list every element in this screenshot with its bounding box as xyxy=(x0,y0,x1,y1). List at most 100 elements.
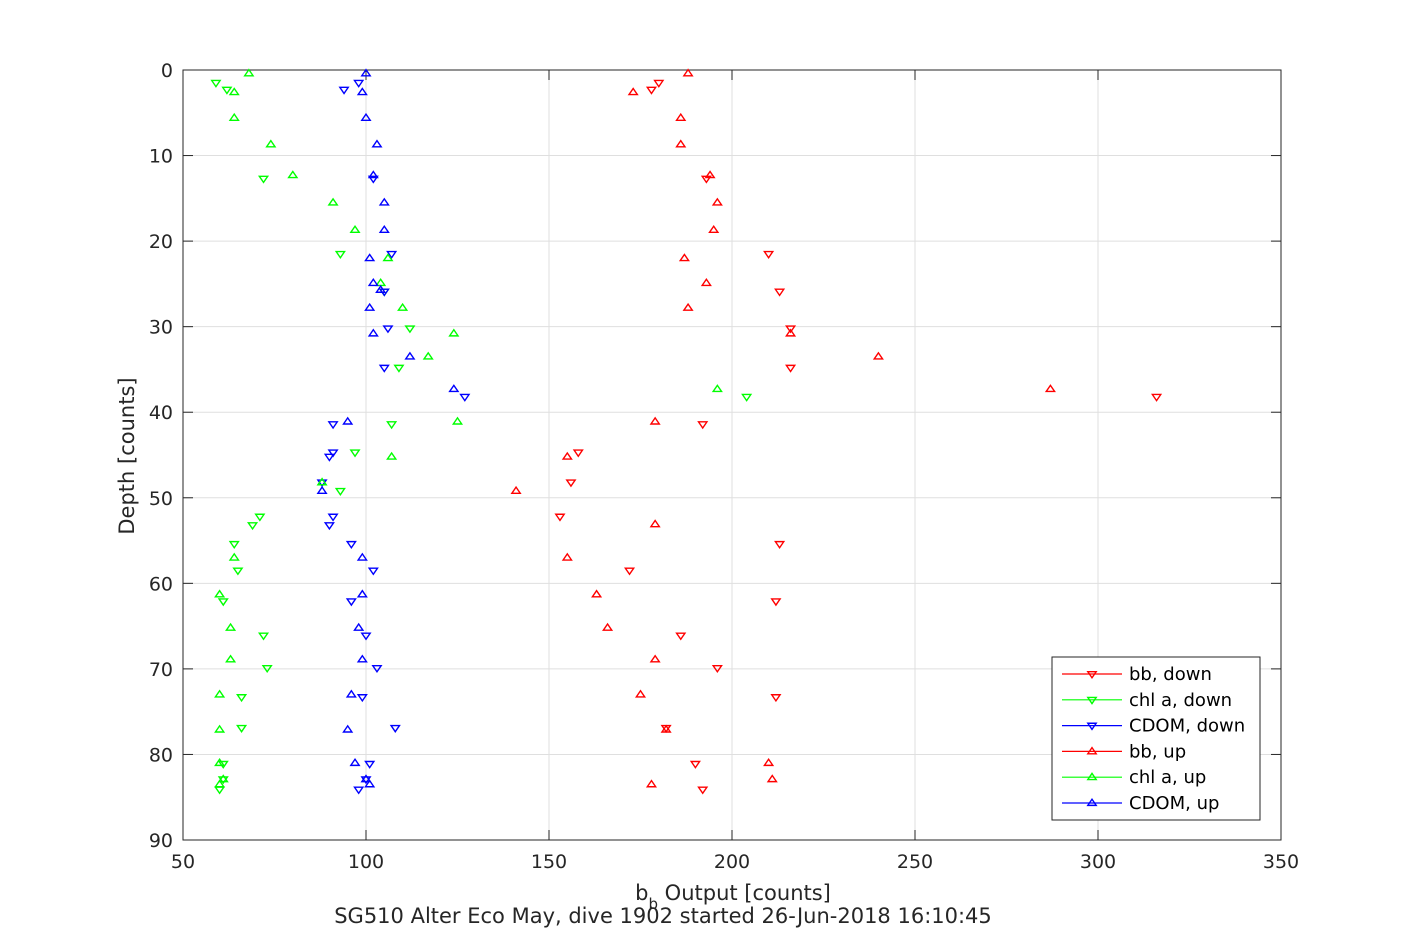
data-point xyxy=(327,449,339,458)
data-point xyxy=(367,328,379,337)
y-tick-label: 40 xyxy=(149,402,173,424)
data-point xyxy=(422,351,434,360)
data-point xyxy=(345,689,357,698)
data-point xyxy=(265,139,277,148)
series-0 xyxy=(554,79,1163,795)
legend-marker xyxy=(1086,746,1098,755)
data-point xyxy=(378,364,390,373)
data-point xyxy=(682,302,694,311)
data-point xyxy=(404,351,416,360)
data-point xyxy=(770,694,782,703)
x-tick-label: 100 xyxy=(348,851,384,873)
data-point xyxy=(360,774,372,783)
data-point xyxy=(214,757,226,767)
data-point xyxy=(334,250,346,259)
data-point xyxy=(389,724,401,733)
data-point xyxy=(228,112,240,121)
data-point xyxy=(378,197,390,206)
data-point xyxy=(382,325,394,334)
data-point xyxy=(210,79,222,88)
data-point xyxy=(356,694,368,703)
data-point xyxy=(364,779,376,788)
data-point xyxy=(711,664,723,674)
legend-label: CDOM, down xyxy=(1129,716,1245,737)
data-point xyxy=(217,774,229,783)
x-tick-label: 150 xyxy=(531,851,567,873)
x-tick-label: 350 xyxy=(1263,851,1299,873)
legend-marker xyxy=(1086,722,1098,731)
data-point xyxy=(697,421,709,430)
y-tick-label: 70 xyxy=(149,659,173,681)
data-point xyxy=(327,197,339,206)
data-point xyxy=(214,724,226,733)
y-tick-label: 20 xyxy=(149,231,173,253)
data-point xyxy=(217,598,229,607)
data-point xyxy=(214,779,226,788)
data-point xyxy=(349,757,361,767)
data-point xyxy=(774,288,786,297)
data-point xyxy=(561,552,573,561)
data-point xyxy=(254,513,266,522)
legend-label: bb, down xyxy=(1129,664,1212,685)
y-tick-label: 90 xyxy=(149,830,173,852)
data-point xyxy=(232,567,244,576)
data-point xyxy=(741,393,753,402)
legend-marker xyxy=(1086,797,1098,807)
data-point xyxy=(334,487,346,496)
data-point xyxy=(349,224,361,234)
legend-label: bb, up xyxy=(1129,741,1186,762)
data-point xyxy=(704,170,716,179)
data-point xyxy=(785,325,797,334)
data-point xyxy=(257,632,270,641)
data-point xyxy=(451,416,464,425)
data-point xyxy=(375,284,387,293)
data-point xyxy=(356,654,368,663)
data-point xyxy=(225,654,237,663)
data-point xyxy=(872,351,884,360)
data-point xyxy=(448,328,460,337)
chart-caption: SG510 Alter Eco May, dive 1902 started 2… xyxy=(334,904,992,928)
data-point xyxy=(360,776,372,785)
data-point xyxy=(649,519,661,528)
legend-item: CDOM, down xyxy=(1062,716,1245,737)
data-point xyxy=(345,598,357,607)
data-point xyxy=(1151,393,1163,402)
data-point xyxy=(364,302,376,311)
legend-label: CDOM, up xyxy=(1129,793,1219,814)
data-point xyxy=(393,364,405,373)
data-point xyxy=(378,224,390,234)
axes: 50 100 150 200 250 300 350 0 10 20 30 40 50 60 70 80 90 xyxy=(149,60,1299,873)
data-point xyxy=(649,654,661,663)
x-tick-label: 50 xyxy=(171,851,195,873)
legend-marker xyxy=(1086,696,1098,705)
data-point xyxy=(371,664,383,674)
data-point xyxy=(214,689,226,698)
data-point xyxy=(653,79,665,88)
data-point xyxy=(353,79,365,88)
y-tick-label: 50 xyxy=(149,488,173,510)
data-point xyxy=(356,589,368,598)
legend-item: chl a, up xyxy=(1062,767,1206,788)
data-point xyxy=(678,253,690,262)
x-axis-label: bb Output [counts] xyxy=(635,881,831,913)
data-point xyxy=(371,139,383,148)
data-point xyxy=(763,250,775,259)
data-point xyxy=(316,479,328,488)
data-point xyxy=(510,485,522,494)
data-point xyxy=(382,253,394,262)
data-point xyxy=(785,364,797,373)
data-point xyxy=(675,112,687,121)
legend-item: bb, up xyxy=(1062,741,1186,762)
y-tick-label: 30 xyxy=(149,317,173,339)
data-point xyxy=(221,86,233,95)
data-point xyxy=(228,540,240,549)
data-point xyxy=(356,552,368,561)
series-5 xyxy=(316,68,460,788)
data-point xyxy=(243,68,255,77)
data-point xyxy=(342,724,354,733)
y-tick-label: 10 xyxy=(149,146,173,168)
data-point xyxy=(675,632,687,641)
data-point xyxy=(345,540,357,549)
data-point xyxy=(356,87,368,96)
data-point xyxy=(711,384,723,393)
